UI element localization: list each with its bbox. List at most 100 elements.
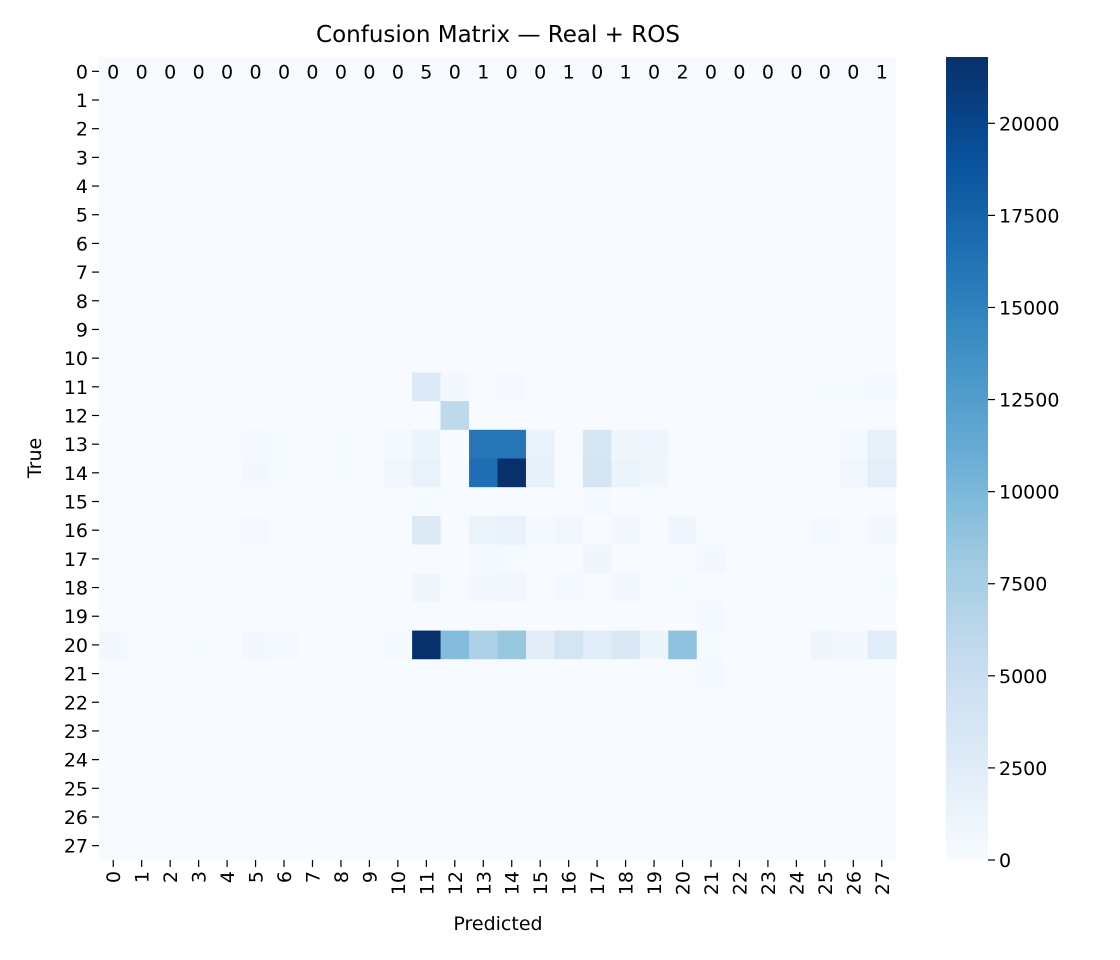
heatmap-cell (782, 401, 812, 431)
heatmap-cell (525, 429, 556, 460)
heatmap-cell (440, 630, 470, 660)
heatmap-cell (184, 171, 214, 201)
heatmap-cell (867, 831, 897, 861)
heatmap-cell (440, 229, 470, 259)
heatmap-cell (554, 143, 584, 173)
heatmap-cell (383, 544, 413, 574)
heatmap-cell (497, 544, 527, 574)
heatmap-cell (326, 57, 356, 87)
heatmap-cell (810, 831, 840, 861)
heatmap-cell (355, 716, 385, 746)
heatmap-cell (469, 114, 499, 144)
heatmap-cell (155, 573, 185, 603)
heatmap-cell (753, 687, 783, 718)
y-tick-label: 18 (64, 578, 88, 600)
cell-annotation: 0 (847, 61, 859, 83)
cell-annotation: 0 (392, 61, 404, 83)
heatmap-cell (212, 773, 242, 804)
heatmap-cell (326, 544, 356, 574)
heatmap-cell (867, 143, 897, 173)
y-tick-label: 1 (76, 90, 88, 112)
heatmap-cell (469, 773, 499, 804)
colorbar-tick-label: 12500 (999, 390, 1059, 412)
heatmap-cell (469, 831, 499, 861)
cell-annotation: 0 (363, 61, 375, 83)
heatmap-cell (127, 745, 157, 775)
heatmap-cell (469, 257, 499, 288)
heatmap-cell (383, 831, 413, 861)
heatmap-cell (99, 229, 129, 259)
heatmap-cell (241, 458, 271, 488)
heatmap-cell (269, 257, 299, 288)
heatmap-cell (412, 57, 442, 87)
heatmap-cell (497, 458, 527, 488)
heatmap-cell (469, 315, 499, 345)
heatmap-cell (696, 286, 726, 316)
heatmap-cell (99, 659, 129, 689)
heatmap-cell (155, 487, 185, 517)
heatmap-cell (668, 315, 698, 345)
heatmap-cell (668, 659, 698, 689)
heatmap-cell (212, 315, 242, 345)
heatmap-cell (668, 458, 698, 488)
heatmap-cell (412, 286, 442, 316)
heatmap-cell (355, 57, 385, 87)
heatmap-cell (497, 401, 527, 431)
heatmap-cell (269, 286, 299, 316)
heatmap-cell (525, 487, 556, 517)
heatmap-cell (582, 716, 612, 746)
heatmap-cell (184, 229, 214, 259)
heatmap-cell (639, 802, 669, 832)
heatmap-cell (696, 343, 726, 374)
heatmap-cell (696, 659, 726, 689)
heatmap-cell (668, 372, 698, 402)
heatmap-cell (554, 687, 584, 718)
heatmap-cell (412, 229, 442, 259)
y-tick-label: 23 (64, 721, 88, 743)
heatmap-cell (725, 257, 755, 288)
heatmap-cell (810, 487, 840, 517)
heatmap-cell (383, 229, 413, 259)
heatmap-cell (554, 831, 584, 861)
heatmap-cell (326, 200, 356, 230)
y-tick-label: 27 (64, 836, 88, 858)
heatmap-cell (639, 200, 669, 230)
heatmap-cell (326, 401, 356, 431)
heatmap-cell (582, 601, 612, 632)
cell-annotation: 0 (306, 61, 318, 83)
heatmap-cell (525, 745, 556, 775)
heatmap-cell (383, 745, 413, 775)
heatmap-cell (469, 343, 499, 374)
heatmap-cell (611, 687, 641, 718)
colorbar-ticks: 0 2500 5000 7500 10000 12500 15000 17500 20000 (988, 113, 1059, 872)
heatmap-cell (639, 372, 669, 402)
heatmap-cell (639, 659, 669, 689)
heatmap-cell (155, 831, 185, 861)
heatmap-cell (668, 286, 698, 316)
heatmap-cell (241, 515, 271, 546)
heatmap-cell (725, 171, 755, 201)
heatmap-cell (696, 515, 726, 546)
heatmap-cell (440, 687, 470, 718)
heatmap-cell (269, 831, 299, 861)
heatmap-cell (839, 372, 869, 402)
heatmap-cell (241, 114, 271, 144)
heatmap-cell (554, 229, 584, 259)
heatmap-cell (611, 458, 641, 488)
heatmap-cell (212, 401, 242, 431)
heatmap-cell (611, 315, 641, 345)
heatmap-cell (839, 114, 869, 144)
x-axis: 0 1 2 3 4 5 6 7 8 9 10 11 12 13 14 15 16 17 18 19 20 21 22 23 24… (103, 860, 894, 895)
heatmap-cell (269, 716, 299, 746)
heatmap-cell (753, 257, 783, 288)
heatmap-cell (184, 200, 214, 230)
heatmap-cell (839, 716, 869, 746)
heatmap-cell (867, 544, 897, 574)
heatmap-cell (611, 343, 641, 374)
colorbar (946, 57, 988, 860)
heatmap-cell (867, 630, 897, 660)
heatmap-cell (184, 343, 214, 374)
heatmap-cell (554, 200, 584, 230)
cell-annotation: 1 (876, 61, 888, 83)
heatmap-cell (696, 458, 726, 488)
